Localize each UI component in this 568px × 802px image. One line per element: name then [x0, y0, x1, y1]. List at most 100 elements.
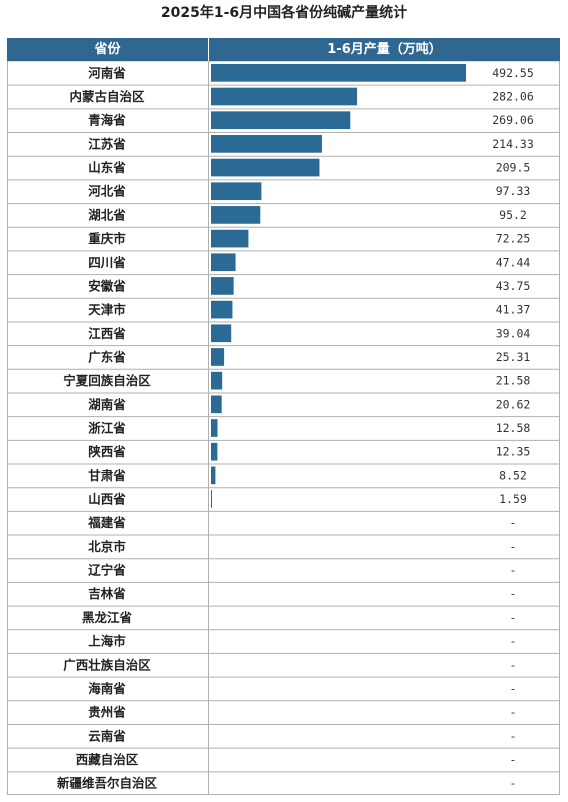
- province-label: 湖南省: [88, 397, 126, 412]
- value-label: -: [510, 516, 517, 530]
- table-row: 西藏自治区 -: [7, 747, 560, 767]
- province-label: 河北省: [88, 184, 126, 199]
- production-bar: [211, 348, 225, 366]
- table-row: 陕西省 12.35: [7, 439, 560, 461]
- value-label: -: [510, 752, 517, 766]
- production-bar: [211, 135, 322, 153]
- province-label: 山东省: [88, 160, 126, 175]
- table-row: 广西壮族自治区 -: [7, 652, 560, 672]
- table-row: 辽宁省 -: [7, 558, 560, 578]
- value-label: 95.2: [499, 208, 527, 222]
- value-label: -: [510, 658, 517, 672]
- value-label: 43.75: [496, 279, 531, 293]
- header-production: 1-6月产量（万吨）: [209, 38, 560, 61]
- value-label: 97.33: [496, 184, 531, 198]
- province-label: 黑龙江省: [82, 610, 133, 625]
- province-label: 浙江省: [88, 421, 126, 436]
- value-label: 47.44: [496, 255, 531, 269]
- production-bar: [211, 158, 320, 177]
- table-row: 安徽省 43.75: [7, 274, 560, 295]
- province-label: 吉林省: [88, 586, 126, 601]
- production-bar: [211, 395, 222, 414]
- production-bar: [211, 229, 249, 248]
- value-label: 209.5: [496, 161, 531, 175]
- value-label: 12.35: [496, 445, 531, 459]
- province-label: 广东省: [88, 349, 126, 364]
- province-label: 辽宁省: [88, 563, 126, 578]
- value-label: -: [510, 705, 517, 719]
- table-row: 青海省 269.06: [7, 108, 560, 130]
- value-label: 72.25: [496, 232, 531, 246]
- province-label: 福建省: [87, 515, 126, 530]
- province-label: 北京市: [88, 539, 126, 554]
- value-label: 269.06: [492, 113, 534, 127]
- table-row: 江西省 39.04: [7, 321, 560, 343]
- province-label: 陕西省: [88, 444, 126, 459]
- value-label: 21.58: [496, 374, 531, 388]
- production-bar: [211, 182, 262, 201]
- table-row: 上海市 -: [7, 629, 560, 649]
- province-label: 贵州省: [88, 705, 126, 720]
- value-label: -: [510, 563, 517, 577]
- table-body: 河南省 492.55 内蒙古自治区 282.06 青海省 269.06 江苏省 214.33 山…: [7, 61, 560, 795]
- value-label: 12.58: [496, 421, 531, 435]
- province-label: 青海省: [88, 113, 126, 128]
- value-label: 39.04: [496, 326, 531, 340]
- table-row: 甘肃省 8.52: [7, 463, 560, 485]
- production-bar: [211, 111, 351, 130]
- value-label: -: [510, 729, 517, 743]
- production-bar: [211, 466, 216, 485]
- table-row: 广东省 25.31: [7, 345, 560, 366]
- production-bar: [211, 277, 234, 295]
- table-row: 江苏省 214.33: [7, 132, 560, 153]
- table-row: 天津市 41.37: [7, 297, 560, 319]
- production-bar: [211, 64, 466, 82]
- table-row: 宁夏回族自治区 21.58: [7, 368, 560, 390]
- value-label: -: [510, 681, 517, 695]
- value-label: 1.59: [499, 492, 527, 506]
- province-label: 江西省: [88, 326, 126, 341]
- table-border: [7, 61, 560, 795]
- province-label: 西藏自治区: [76, 752, 139, 767]
- table-row: 吉林省 -: [7, 581, 560, 601]
- value-label: -: [510, 610, 517, 624]
- value-label: -: [510, 634, 517, 648]
- province-label: 湖北省: [88, 207, 126, 222]
- value-label: -: [510, 587, 517, 601]
- table-row: 湖南省 20.62: [7, 392, 560, 414]
- province-label: 天津市: [88, 302, 126, 317]
- province-label: 安徽省: [88, 278, 126, 293]
- table-row: 黑龙江省 -: [7, 605, 560, 625]
- table-row: 新疆维吾尔自治区 -: [7, 771, 560, 791]
- production-bar: [211, 253, 236, 272]
- value-label: 492.55: [492, 66, 534, 80]
- value-label: 214.33: [492, 137, 534, 151]
- province-label: 河南省: [88, 65, 126, 80]
- province-label: 上海市: [88, 634, 126, 649]
- value-label: 282.06: [492, 90, 534, 104]
- province-label: 云南省: [88, 728, 126, 743]
- province-label: 山西省: [88, 492, 126, 507]
- table-row: 河南省 492.55: [88, 64, 534, 82]
- province-label: 内蒙古自治区: [69, 89, 145, 104]
- production-bar: [211, 300, 233, 319]
- province-label: 广西壮族自治区: [63, 657, 151, 672]
- value-label: 20.62: [496, 397, 531, 411]
- province-label: 四川省: [88, 255, 126, 270]
- table-row: 重庆市 72.25: [7, 226, 560, 248]
- table-row: 四川省 47.44: [7, 250, 560, 272]
- production-bar: [211, 87, 358, 106]
- value-label: 41.37: [496, 303, 531, 317]
- province-label: 新疆维吾尔自治区: [57, 776, 158, 791]
- production-bar: [211, 371, 223, 390]
- province-label: 江苏省: [88, 136, 126, 151]
- table-row: 河北省 97.33: [7, 179, 560, 201]
- value-label: -: [510, 776, 517, 790]
- production-bar: [211, 442, 218, 461]
- province-label: 宁夏回族自治区: [63, 373, 151, 388]
- province-label: 海南省: [88, 681, 126, 696]
- production-table: 省份 1-6月产量（万吨） 河南省 492.55 内蒙古自治区 282.06 青海省 26…: [7, 38, 560, 795]
- value-label: -: [510, 539, 517, 553]
- table-row: 山东省 209.5: [7, 155, 560, 177]
- table-row: 云南省 -: [7, 723, 560, 743]
